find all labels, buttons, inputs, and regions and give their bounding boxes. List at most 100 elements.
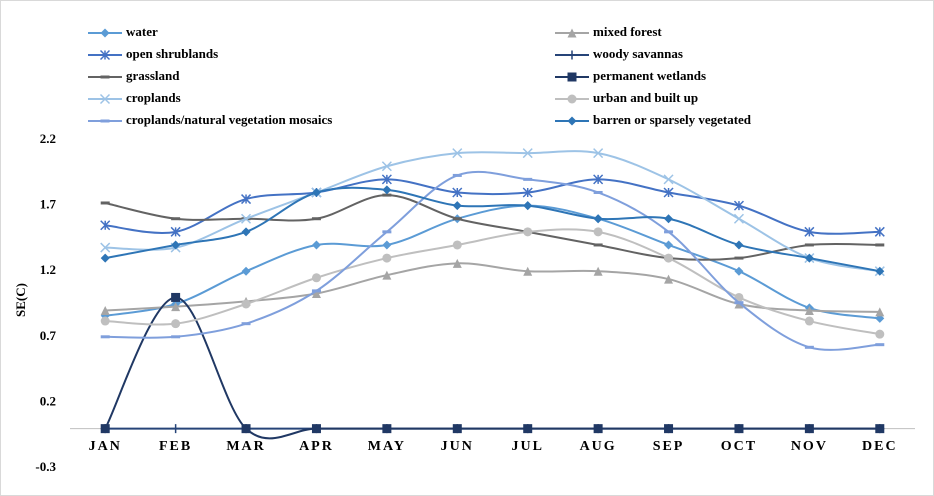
data-point xyxy=(875,329,885,339)
data-point xyxy=(664,214,674,224)
x-tick-label: NOV xyxy=(791,439,828,454)
data-point xyxy=(171,424,181,434)
data-point xyxy=(804,253,814,263)
x-tick-label: DEC xyxy=(862,439,898,454)
legend-marker xyxy=(99,93,111,105)
legend-label: permanent wetlands xyxy=(593,68,706,83)
data-point xyxy=(663,174,674,185)
data-point xyxy=(241,213,252,224)
data-point xyxy=(311,187,321,197)
legend-marker xyxy=(99,49,111,61)
data-point xyxy=(734,424,744,434)
data-point xyxy=(522,187,533,198)
legend-marker xyxy=(567,116,577,126)
data-point xyxy=(522,148,533,159)
data-point xyxy=(241,299,251,309)
data-point xyxy=(100,253,110,263)
data-point xyxy=(452,258,462,268)
legend-marker xyxy=(100,28,110,38)
data-point xyxy=(311,273,321,283)
data-point xyxy=(241,266,251,276)
series-line xyxy=(105,178,880,235)
x-tick-label: MAR xyxy=(226,439,265,454)
series-line xyxy=(105,150,880,273)
y-tick-label: 0.7 xyxy=(40,328,57,343)
data-point xyxy=(593,227,603,237)
data-point xyxy=(664,424,674,434)
data-point xyxy=(804,316,814,326)
data-point xyxy=(452,240,462,250)
data-point xyxy=(171,302,181,312)
x-tick-label: MAY xyxy=(368,439,406,454)
series-line xyxy=(105,262,880,313)
data-point xyxy=(523,201,533,211)
data-point xyxy=(100,424,110,434)
data-point xyxy=(593,174,604,185)
legend-label: barren or sparsely vegetated xyxy=(593,112,752,127)
data-point xyxy=(100,316,110,326)
data-point xyxy=(593,266,603,276)
data-point xyxy=(311,289,321,299)
legend-marker xyxy=(567,94,577,104)
data-point xyxy=(664,240,674,250)
data-point xyxy=(875,424,885,434)
y-tick-label: 0.2 xyxy=(40,393,56,408)
data-point xyxy=(171,319,181,329)
x-tick-label: JUN xyxy=(441,439,474,454)
data-point xyxy=(241,227,251,237)
data-point xyxy=(382,270,392,280)
series-line xyxy=(104,194,880,261)
legend-label: urban and built up xyxy=(593,90,698,105)
y-tick-label: 1.2 xyxy=(40,262,56,277)
legend-label: open shrublands xyxy=(126,46,218,61)
legend-label: water xyxy=(126,24,158,39)
series-line xyxy=(105,228,880,336)
data-point xyxy=(311,240,321,250)
x-tick-label: FEB xyxy=(159,439,192,454)
x-tick-label: APR xyxy=(299,439,334,454)
data-point xyxy=(100,306,110,316)
data-point xyxy=(170,226,181,237)
data-point xyxy=(875,266,885,276)
legend-label: croplands xyxy=(126,90,181,105)
y-axis-label: SE(C) xyxy=(13,283,28,317)
data-point xyxy=(804,424,814,434)
data-point xyxy=(241,194,252,205)
legend-marker xyxy=(567,50,577,60)
data-point xyxy=(381,174,392,185)
y-tick-label: 2.2 xyxy=(40,131,56,146)
data-point xyxy=(734,240,744,250)
x-tick-label: OCT xyxy=(721,439,757,454)
data-point xyxy=(875,307,885,317)
legend-label: grassland xyxy=(126,68,180,83)
data-point xyxy=(733,200,744,211)
data-point xyxy=(664,253,674,263)
x-tick-label: JAN xyxy=(89,439,122,454)
x-tick-label: JUL xyxy=(511,439,543,454)
legend-marker xyxy=(567,72,577,82)
legend-label: croplands/natural vegetation mosaics xyxy=(126,112,332,127)
data-point xyxy=(523,227,533,237)
legend-marker xyxy=(567,28,577,38)
data-point xyxy=(452,187,463,198)
data-point xyxy=(452,148,463,159)
series-line xyxy=(105,204,880,320)
legend-label: mixed forest xyxy=(593,24,662,39)
data-point xyxy=(593,148,604,159)
data-point xyxy=(804,306,814,316)
x-tick-label: AUG xyxy=(580,439,617,454)
data-point xyxy=(382,424,392,434)
data-point xyxy=(311,424,321,434)
data-point xyxy=(452,201,462,211)
series-line xyxy=(105,186,880,273)
data-point xyxy=(452,424,462,434)
data-point xyxy=(593,424,603,434)
data-point xyxy=(523,424,533,434)
data-point xyxy=(100,242,111,253)
data-point xyxy=(382,253,392,263)
data-point xyxy=(664,274,674,284)
y-tick-label: -0.3 xyxy=(35,459,56,474)
data-point xyxy=(381,161,392,172)
data-point xyxy=(382,240,392,250)
